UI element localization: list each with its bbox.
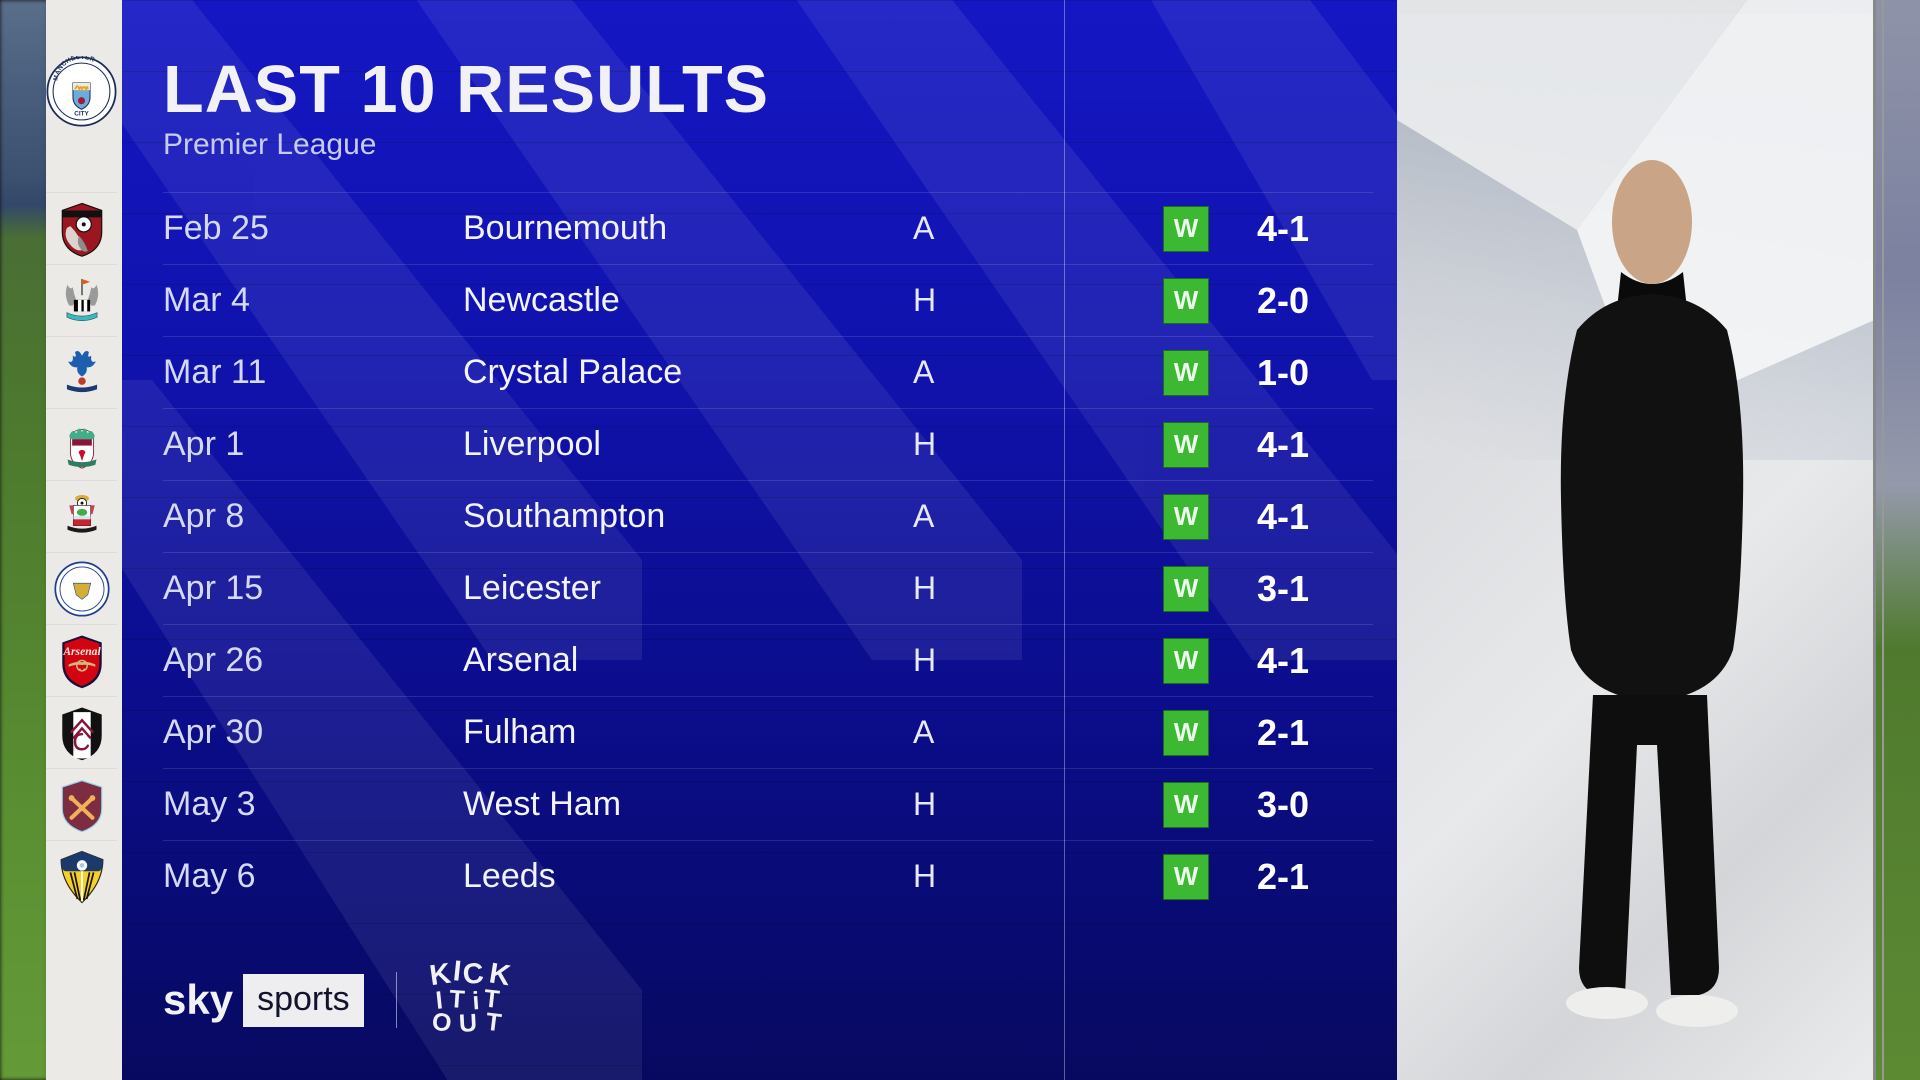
svg-text:T: T: [484, 1007, 503, 1034]
svg-text:O: O: [431, 1007, 453, 1034]
svg-text:CITY: CITY: [74, 111, 89, 118]
svg-text:Arsenal: Arsenal: [62, 645, 101, 658]
svg-text:U: U: [458, 1008, 478, 1034]
